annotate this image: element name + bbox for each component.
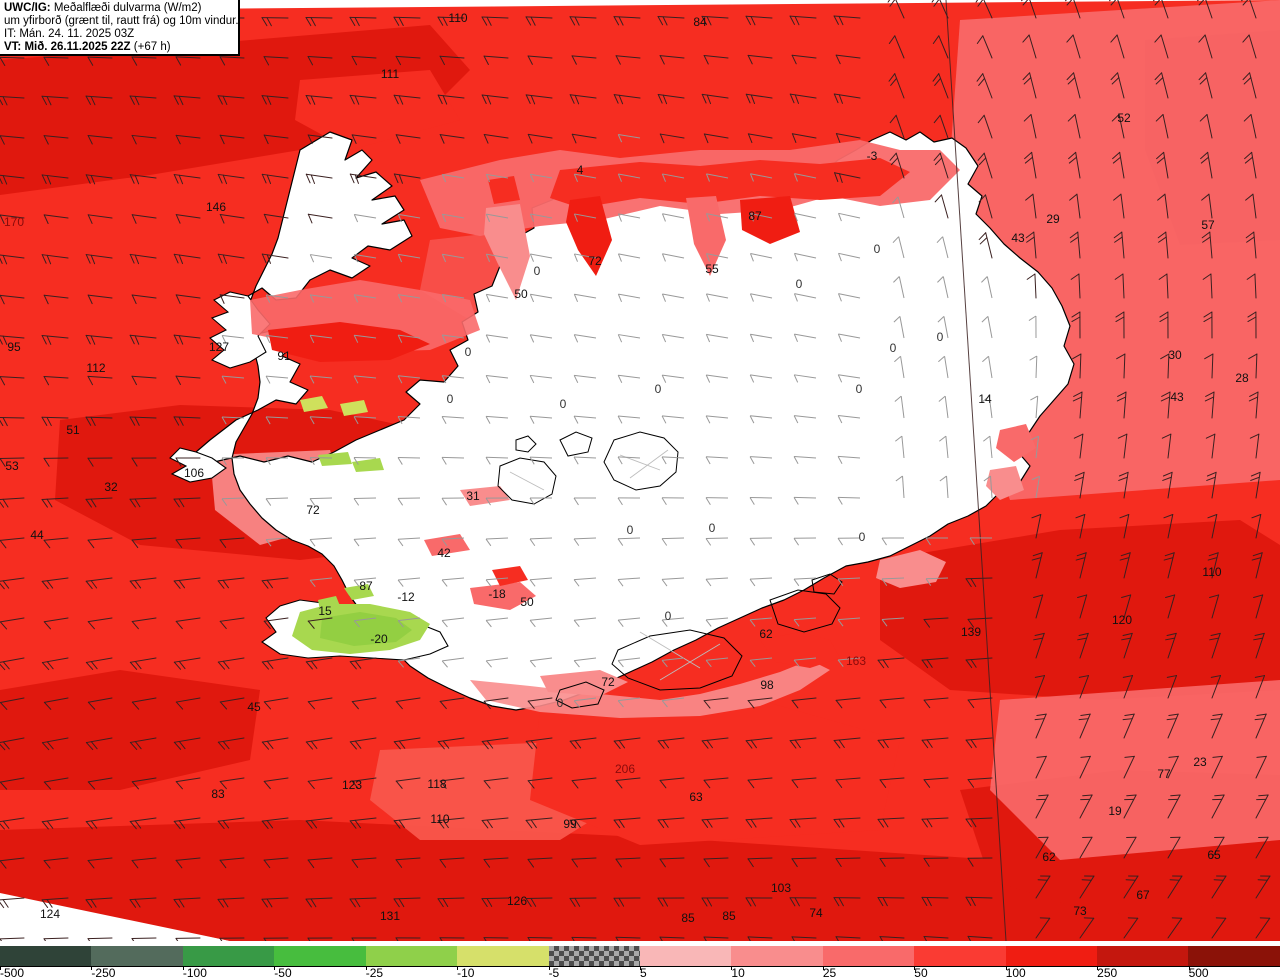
colorbar-tickmark (182, 966, 184, 970)
colorbar-area: -500 -250 -100 -50 -25 -10 -5 5 10 25 50 100 250 500 (0, 941, 1280, 978)
map-render (0, 0, 1280, 941)
colorbar[interactable] (0, 946, 1280, 966)
colorbar-tickmark (1005, 966, 1007, 970)
colorbar-swatch (91, 946, 183, 966)
colorbar-tick-label: 10 (731, 966, 745, 978)
info-line-description: um yfirborð (grænt til, rautt frá) og 10… (4, 15, 239, 27)
colorbar-swatch (1097, 946, 1189, 966)
colorbar-swatch (365, 946, 458, 966)
colorbar-tickmark (0, 966, 1, 970)
colorbar-tickmark (1097, 966, 1099, 970)
colorbar-tick-label: -100 (182, 966, 207, 978)
colorbar-swatch (457, 946, 549, 966)
colorbar-swatch (274, 946, 366, 966)
colorbar-tick-label: 500 (1188, 966, 1209, 978)
colorbar-swatch (1188, 946, 1280, 966)
colorbar-swatch (182, 946, 275, 966)
valid-time-label: VT: (4, 41, 22, 53)
colorbar-tick-label: -250 (91, 966, 116, 978)
map-info-box: UWC/IG: Meðalflæði dulvarma (W/m2) um yf… (0, 0, 240, 56)
colorbar-tick-label: -10 (457, 966, 475, 978)
map-canvas[interactable]: 110 84 52 111 170 146 57 29 43 -3 4 87 72 55 50 0 0 0 0 0 0 0… (0, 0, 1280, 941)
valid-time-value: Mið. 26.11.2025 22Z (24, 41, 131, 53)
colorbar-swatch (914, 946, 1006, 966)
info-line-variable: UWC/IG: Meðalflæði dulvarma (W/m2) (4, 2, 232, 15)
colorbar-swatch (1005, 946, 1098, 966)
colorbar-swatch (822, 946, 915, 966)
colorbar-tickmark (822, 966, 824, 970)
colorbar-tick-label: 25 (822, 966, 837, 978)
colorbar-tickmark (731, 966, 733, 970)
colorbar-swatch (0, 946, 92, 966)
colorbar-tick-label: 250 (1097, 966, 1118, 978)
colorbar-tick-labels: -500 -250 -100 -50 -25 -10 -5 5 10 25 50 100 250 500 (0, 966, 1280, 978)
colorbar-swatch (731, 946, 823, 966)
colorbar-tick-label: 5 (640, 966, 647, 978)
colorbar-tick-label: -50 (274, 966, 292, 978)
colorbar-tickmark (914, 966, 916, 970)
colorbar-tickmark (1188, 966, 1190, 970)
colorbar-tickmark (365, 966, 367, 970)
colorbar-tickmark (640, 966, 641, 970)
colorbar-tick-label: 50 (914, 966, 928, 978)
info-model-tag: UWC/IG: (4, 2, 51, 14)
colorbar-tickmark (91, 966, 93, 970)
colorbar-tickmark (548, 966, 550, 970)
colorbar-swatch (639, 946, 732, 966)
info-variable-text: Meðalflæði dulvarma (W/m2) (53, 2, 202, 14)
meridian-line (945, 0, 1007, 941)
info-line-inittime: IT: Mán. 24. 11. 2025 03Z (4, 28, 135, 40)
colorbar-tick-label: -500 (0, 966, 25, 978)
colorbar-tickmark (274, 966, 276, 970)
colorbar-tickmark (457, 966, 459, 970)
colorbar-tick-label: 100 (1005, 966, 1026, 978)
info-line-validtime: VT: Mið. 26.11.2025 22Z (+67 h) (4, 41, 232, 54)
colorbar-swatch (548, 946, 640, 966)
colorbar-tick-label: -25 (365, 966, 384, 978)
colorbar-tick-label: -5 (548, 966, 560, 978)
valid-time-lead: (+67 h) (133, 41, 171, 53)
